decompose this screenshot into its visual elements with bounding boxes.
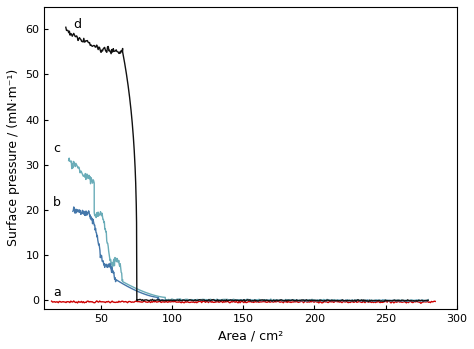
Text: a: a <box>53 287 61 299</box>
Text: b: b <box>53 196 61 209</box>
Text: c: c <box>53 142 60 155</box>
X-axis label: Area / cm²: Area / cm² <box>218 329 283 342</box>
Y-axis label: Surface pressure / (mN·m⁻¹): Surface pressure / (mN·m⁻¹) <box>7 69 20 246</box>
Text: d: d <box>73 18 81 31</box>
